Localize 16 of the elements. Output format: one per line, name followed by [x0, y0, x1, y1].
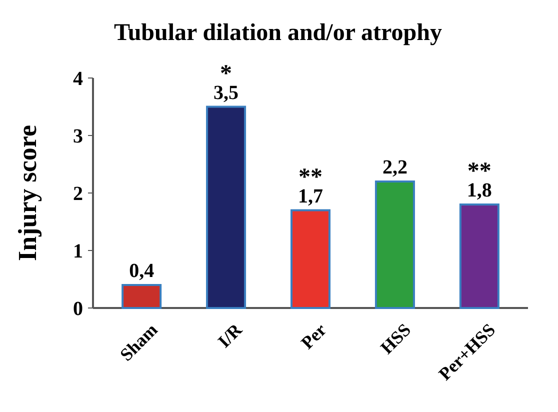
x-tick-label: I/R: [214, 318, 246, 352]
bar: [206, 106, 246, 309]
bar: [459, 204, 500, 309]
y-tick-label: 1: [73, 240, 83, 262]
y-tick-label: 3: [73, 126, 83, 148]
data-label: 0,4: [129, 260, 154, 282]
bar: [122, 284, 162, 309]
y-tick-label: 2: [73, 183, 83, 205]
y-tick-label: 0: [73, 298, 83, 320]
bar: [290, 209, 331, 309]
bar: [374, 180, 415, 309]
data-label: 2,2: [382, 156, 408, 178]
y-tick-label: 4: [73, 68, 83, 90]
y-axis-title: Injury score: [13, 124, 42, 262]
x-tick-label: Per: [297, 320, 330, 353]
chart-title: Tubular dilation and/or atrophy: [114, 20, 442, 46]
